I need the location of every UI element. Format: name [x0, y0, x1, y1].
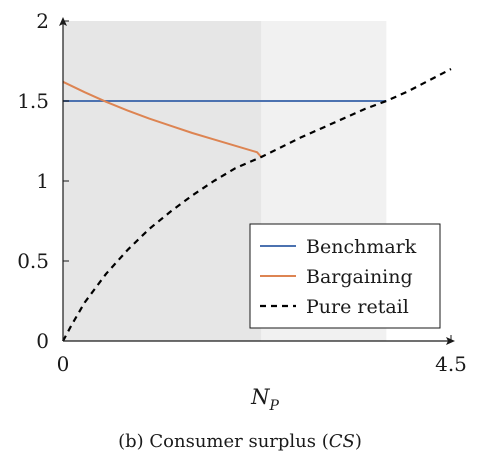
- ticks: 0 0.5 1 1.5 2 0 4.5: [17, 9, 467, 376]
- series-lines: [62, 68, 452, 342]
- y-tick-label: 0: [36, 329, 49, 353]
- x-tick-label: 0: [57, 352, 70, 376]
- series-pure-retail: [62, 68, 452, 342]
- y-tick-label: 1: [36, 169, 49, 193]
- legend-label-bargaining: Bargaining: [306, 266, 413, 288]
- x-tick-label: 4.5: [435, 352, 467, 376]
- x-axis-label-subscript: P: [268, 398, 279, 414]
- series-bargaining: [62, 80, 263, 158]
- shaded-regions: [63, 21, 387, 341]
- legend: Benchmark Bargaining Pure retail: [249, 223, 441, 329]
- figure-caption: (b) Consumer surplus (CS): [118, 431, 362, 452]
- x-axis-label-main: N: [250, 385, 270, 409]
- y-tick-label: 2: [36, 9, 49, 33]
- caption-symbol: CS: [329, 431, 355, 452]
- y-tick-label: 1.5: [17, 89, 49, 113]
- caption-suffix: ): [355, 431, 362, 452]
- legend-label-benchmark: Benchmark: [306, 236, 417, 258]
- caption-prefix: (b) Consumer surplus (: [118, 431, 329, 452]
- x-axis-label: NP: [250, 385, 279, 414]
- y-tick-label: 0.5: [17, 249, 49, 273]
- shaded-region-1: [63, 21, 262, 341]
- legend-label-pure-retail: Pure retail: [306, 296, 409, 318]
